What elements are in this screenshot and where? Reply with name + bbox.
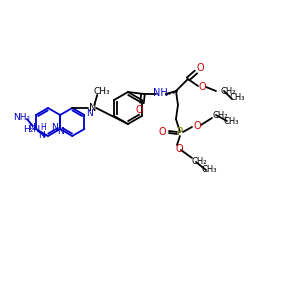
Text: P: P [177,127,183,137]
Text: N: N [57,127,64,136]
Text: NH: NH [153,88,167,98]
Text: CH₃: CH₃ [223,116,239,125]
Text: O: O [175,144,183,154]
Text: N: N [51,124,58,133]
Text: N: N [38,131,45,140]
Text: N: N [28,122,35,131]
Text: O: O [196,63,204,73]
Text: CH₃: CH₃ [229,92,245,101]
Text: CH₂: CH₂ [212,110,228,119]
Text: H₂N: H₂N [23,125,40,134]
Text: O: O [198,82,206,92]
Text: CH₂: CH₂ [220,86,236,95]
Text: O: O [158,127,166,137]
Text: CH₃: CH₃ [201,164,217,173]
Text: N: N [86,110,93,118]
Text: NH₂: NH₂ [13,112,30,122]
Text: CH₃: CH₃ [94,88,111,97]
Text: N: N [88,103,96,113]
Text: O: O [135,105,143,115]
Text: H: H [40,122,46,131]
Text: O: O [193,121,201,131]
Text: CH₂: CH₂ [191,157,207,166]
